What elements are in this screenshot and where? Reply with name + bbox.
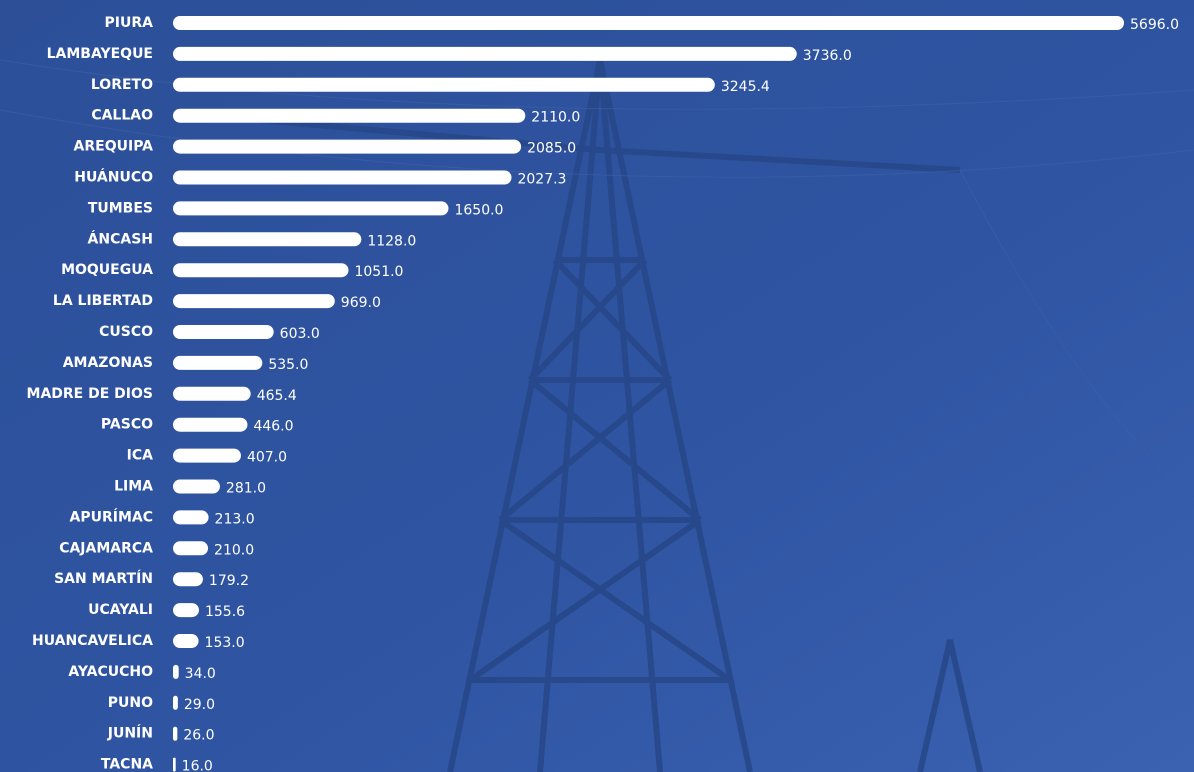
category-label: LA LIBERTAD	[53, 293, 153, 309]
value-label: 1051.0	[354, 264, 403, 280]
category-label: CAJAMARCA	[59, 540, 153, 556]
category-label: JUNÍN	[107, 725, 153, 742]
bar	[173, 294, 335, 308]
category-label: PIURA	[105, 15, 154, 31]
bar	[173, 201, 448, 215]
value-label: 213.0	[215, 511, 255, 527]
category-label: PUNO	[108, 695, 153, 711]
category-label: CALLAO	[91, 108, 153, 124]
bar	[173, 572, 203, 586]
value-label: 155.6	[205, 604, 245, 620]
category-label: AMAZONAS	[63, 355, 153, 371]
category-label: LAMBAYEQUE	[47, 46, 153, 62]
value-label: 210.0	[214, 542, 254, 558]
bar	[173, 418, 247, 432]
bar	[173, 109, 525, 123]
category-label: LORETO	[91, 77, 153, 93]
category-label: MADRE DE DIOS	[27, 386, 153, 402]
value-label: 1650.0	[454, 202, 503, 218]
value-label: 16.0	[182, 759, 213, 772]
category-label: TUMBES	[88, 200, 153, 216]
value-label: 179.2	[209, 573, 249, 589]
value-label: 29.0	[184, 697, 215, 713]
bar	[173, 171, 511, 185]
category-label: CUSCO	[99, 324, 153, 340]
value-label: 603.0	[280, 326, 320, 342]
bar	[173, 356, 262, 370]
value-label: 535.0	[268, 357, 308, 373]
bar	[173, 449, 241, 463]
value-label: 3245.4	[721, 79, 770, 95]
category-label: ÁNCASH	[88, 230, 153, 247]
value-label: 446.0	[253, 419, 293, 435]
bar	[173, 696, 178, 710]
bar	[173, 387, 251, 401]
value-label: 281.0	[226, 481, 266, 497]
category-label: HUÁNUCO	[74, 169, 153, 186]
bar	[173, 603, 199, 617]
bar	[173, 232, 361, 246]
bar	[173, 634, 199, 648]
value-label: 407.0	[247, 450, 287, 466]
category-label: APURÍMAC	[70, 508, 154, 525]
value-label: 2085.0	[527, 141, 576, 157]
category-label: SAN MARTÍN	[54, 570, 153, 587]
value-label: 153.0	[205, 635, 245, 651]
value-label: 969.0	[341, 295, 381, 311]
bar	[173, 480, 220, 494]
bar	[173, 325, 274, 339]
bar	[173, 16, 1124, 30]
bar	[173, 47, 797, 61]
category-label: MOQUEGUA	[61, 262, 153, 278]
category-label: AREQUIPA	[74, 139, 154, 155]
value-label: 34.0	[185, 666, 216, 682]
bar	[173, 727, 177, 741]
value-label: 2027.3	[517, 172, 566, 188]
value-label: 2110.0	[531, 110, 580, 126]
category-label: TACNA	[101, 757, 153, 772]
bar	[173, 263, 348, 277]
category-label: AYACUCHO	[68, 664, 153, 680]
category-label: UCAYALI	[88, 602, 153, 618]
bar	[173, 140, 521, 154]
bar	[173, 758, 176, 772]
value-label: 1128.0	[367, 233, 416, 249]
chart: PIURA 5696.0 LAMBAYEQUE 3736.0 LORETO 3245.4 C…	[0, 0, 1194, 772]
value-label: 465.4	[257, 388, 297, 404]
value-label: 3736.0	[803, 48, 852, 64]
value-label: 26.0	[183, 728, 214, 744]
page: {"chart_data": {"type": "bar", "orientat…	[0, 0, 1194, 772]
category-label: HUANCAVELICA	[32, 633, 153, 649]
bar	[173, 510, 209, 524]
category-label: PASCO	[101, 417, 153, 433]
category-label: LIMA	[114, 479, 153, 495]
category-label: ICA	[127, 448, 153, 464]
bar	[173, 78, 715, 92]
bar	[173, 665, 179, 679]
bar	[173, 541, 208, 555]
value-label: 5696.0	[1130, 17, 1179, 33]
